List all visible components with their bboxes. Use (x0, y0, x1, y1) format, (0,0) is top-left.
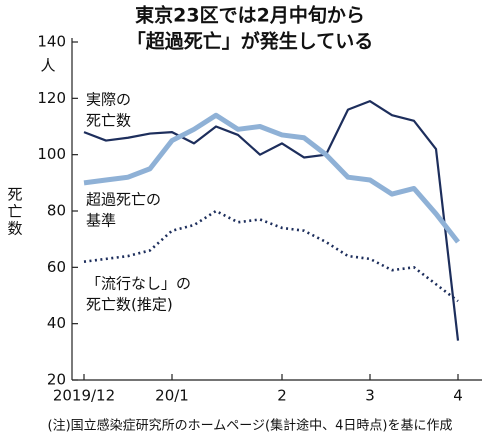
y-tick-label: 120 (37, 89, 66, 107)
footnote: (注)国立感染症研究所のホームページ(集計途中、4日時点)を基に作成 (48, 418, 453, 434)
x-tick-label: 20/1 (155, 387, 189, 405)
y-tick-label: 20 (47, 371, 66, 389)
y-tick-label: 100 (37, 145, 66, 163)
x-tick-label: 4 (453, 387, 463, 405)
x-tick-label: 3 (365, 387, 375, 405)
x-tick-label: 2 (277, 387, 287, 405)
series-line (83, 209, 459, 303)
y-unit: 人 (40, 57, 55, 75)
series-label: 死亡数(推定) (86, 296, 173, 314)
series-line (83, 112, 460, 244)
y-tick-label: 60 (47, 258, 66, 276)
chart-title: 「超過死亡」が発生している (127, 30, 373, 53)
series-line (83, 100, 460, 341)
y-axis-label: 死亡数 (6, 187, 24, 238)
series-label: 基準 (86, 212, 116, 230)
y-tick-label: 40 (47, 314, 66, 332)
y-tick-label: 80 (47, 202, 66, 220)
series-label: 死亡数 (86, 112, 131, 130)
series-label: 超過死亡の (86, 191, 161, 209)
chart-title: 東京23区では2月中旬から (135, 4, 365, 27)
series-label: 「流行なし」の (86, 275, 191, 293)
series-label: 実際の (86, 91, 131, 109)
y-tick-label: 140 (37, 33, 66, 51)
x-tick-label: 2019/12 (53, 387, 115, 405)
